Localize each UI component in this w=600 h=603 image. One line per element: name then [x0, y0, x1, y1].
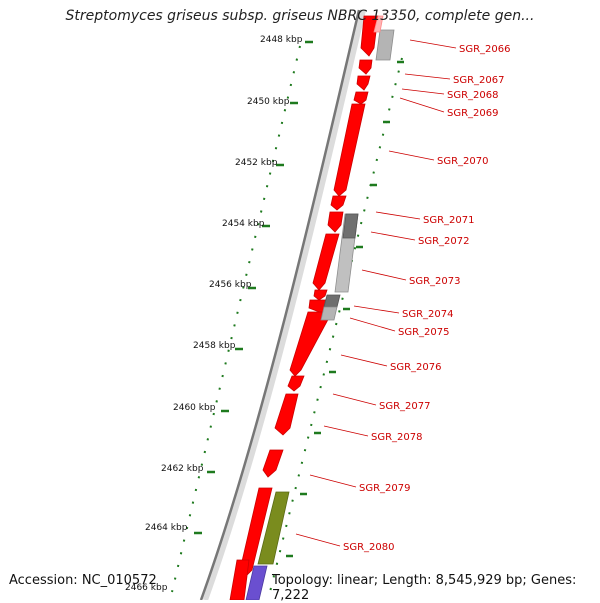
gene-label: SGR_2066 — [459, 44, 511, 55]
gene-arrow — [229, 559, 250, 600]
backbone-light — [202, 9, 366, 600]
gene-arrow — [358, 59, 373, 75]
gene-label: SGR_2073 — [409, 276, 461, 287]
map-title: Streptomyces griseus subsp. griseus NBRC… — [65, 8, 535, 24]
kbp-label: 2454 kbp — [222, 219, 265, 229]
kbp-label: 2458 kbp — [193, 341, 236, 351]
gene-label: SGR_2071 — [423, 215, 475, 226]
gene-label: SGR_2067 — [453, 75, 505, 86]
gene-arrow — [245, 565, 268, 600]
kbp-labels: 2448 kbp 2450 kbp 2452 kbp 2454 kbp 2456… — [125, 35, 303, 593]
leader-lines — [295, 39, 457, 547]
gene-arrow — [257, 491, 290, 565]
kbp-label: 2460 kbp — [173, 403, 216, 413]
gene-arrow — [287, 375, 305, 392]
gene-arrow — [323, 294, 341, 308]
major-ticks — [194, 40, 313, 535]
gene-label: SGR_2078 — [371, 432, 423, 443]
gene-arrow — [262, 449, 284, 478]
kbp-label: 2464 kbp — [145, 523, 188, 533]
gene-arrow — [313, 289, 328, 301]
kbp-label: 2456 kbp — [209, 280, 252, 290]
gene-arrow — [342, 213, 359, 239]
gene-arrow — [274, 393, 299, 436]
gene-arrow — [320, 306, 338, 321]
gene-labels: SGR_2066 SGR_2067 SGR_2068 SGR_2069 SGR_… — [343, 44, 511, 553]
kbp-label: 2450 kbp — [247, 97, 290, 107]
gene-arrow — [330, 195, 347, 211]
gene-features — [229, 15, 379, 600]
kbp-label: 2448 kbp — [260, 35, 303, 45]
accession-text: Accession: NC_010572 — [9, 573, 157, 588]
topology-text: Topology: linear; Length: 8,545,929 bp; … — [272, 573, 577, 603]
kbp-label: 2462 kbp — [161, 464, 204, 474]
gene-label: SGR_2076 — [390, 362, 442, 373]
minor-ticks — [286, 60, 404, 558]
gene-label: SGR_2072 — [418, 236, 470, 247]
gene-arrow — [353, 91, 369, 105]
gene-arrow — [289, 311, 333, 377]
gene-label: SGR_2075 — [398, 327, 450, 338]
gene-arrow — [375, 29, 395, 61]
gene-arrow — [373, 15, 384, 33]
kbp-label: 2452 kbp — [235, 158, 278, 168]
gene-label: SGR_2068 — [447, 90, 499, 101]
gene-label: SGR_2080 — [343, 542, 395, 553]
other-strand-features — [245, 15, 395, 600]
gene-label: SGR_2079 — [359, 483, 411, 494]
gene-label: SGR_2069 — [447, 108, 499, 119]
kbp-label: 2466 kbp — [125, 583, 168, 593]
gene-arrow — [312, 233, 340, 291]
backbone-dark — [199, 9, 361, 600]
gene-label: SGR_2074 — [402, 309, 454, 320]
gene-arrow — [356, 75, 371, 91]
gene-label: SGR_2077 — [379, 401, 431, 412]
gene-arrow — [327, 211, 344, 233]
gene-arrow — [333, 103, 366, 197]
gene-label: SGR_2070 — [437, 156, 489, 167]
gene-arrow — [360, 15, 379, 57]
gene-arrow — [239, 487, 273, 577]
